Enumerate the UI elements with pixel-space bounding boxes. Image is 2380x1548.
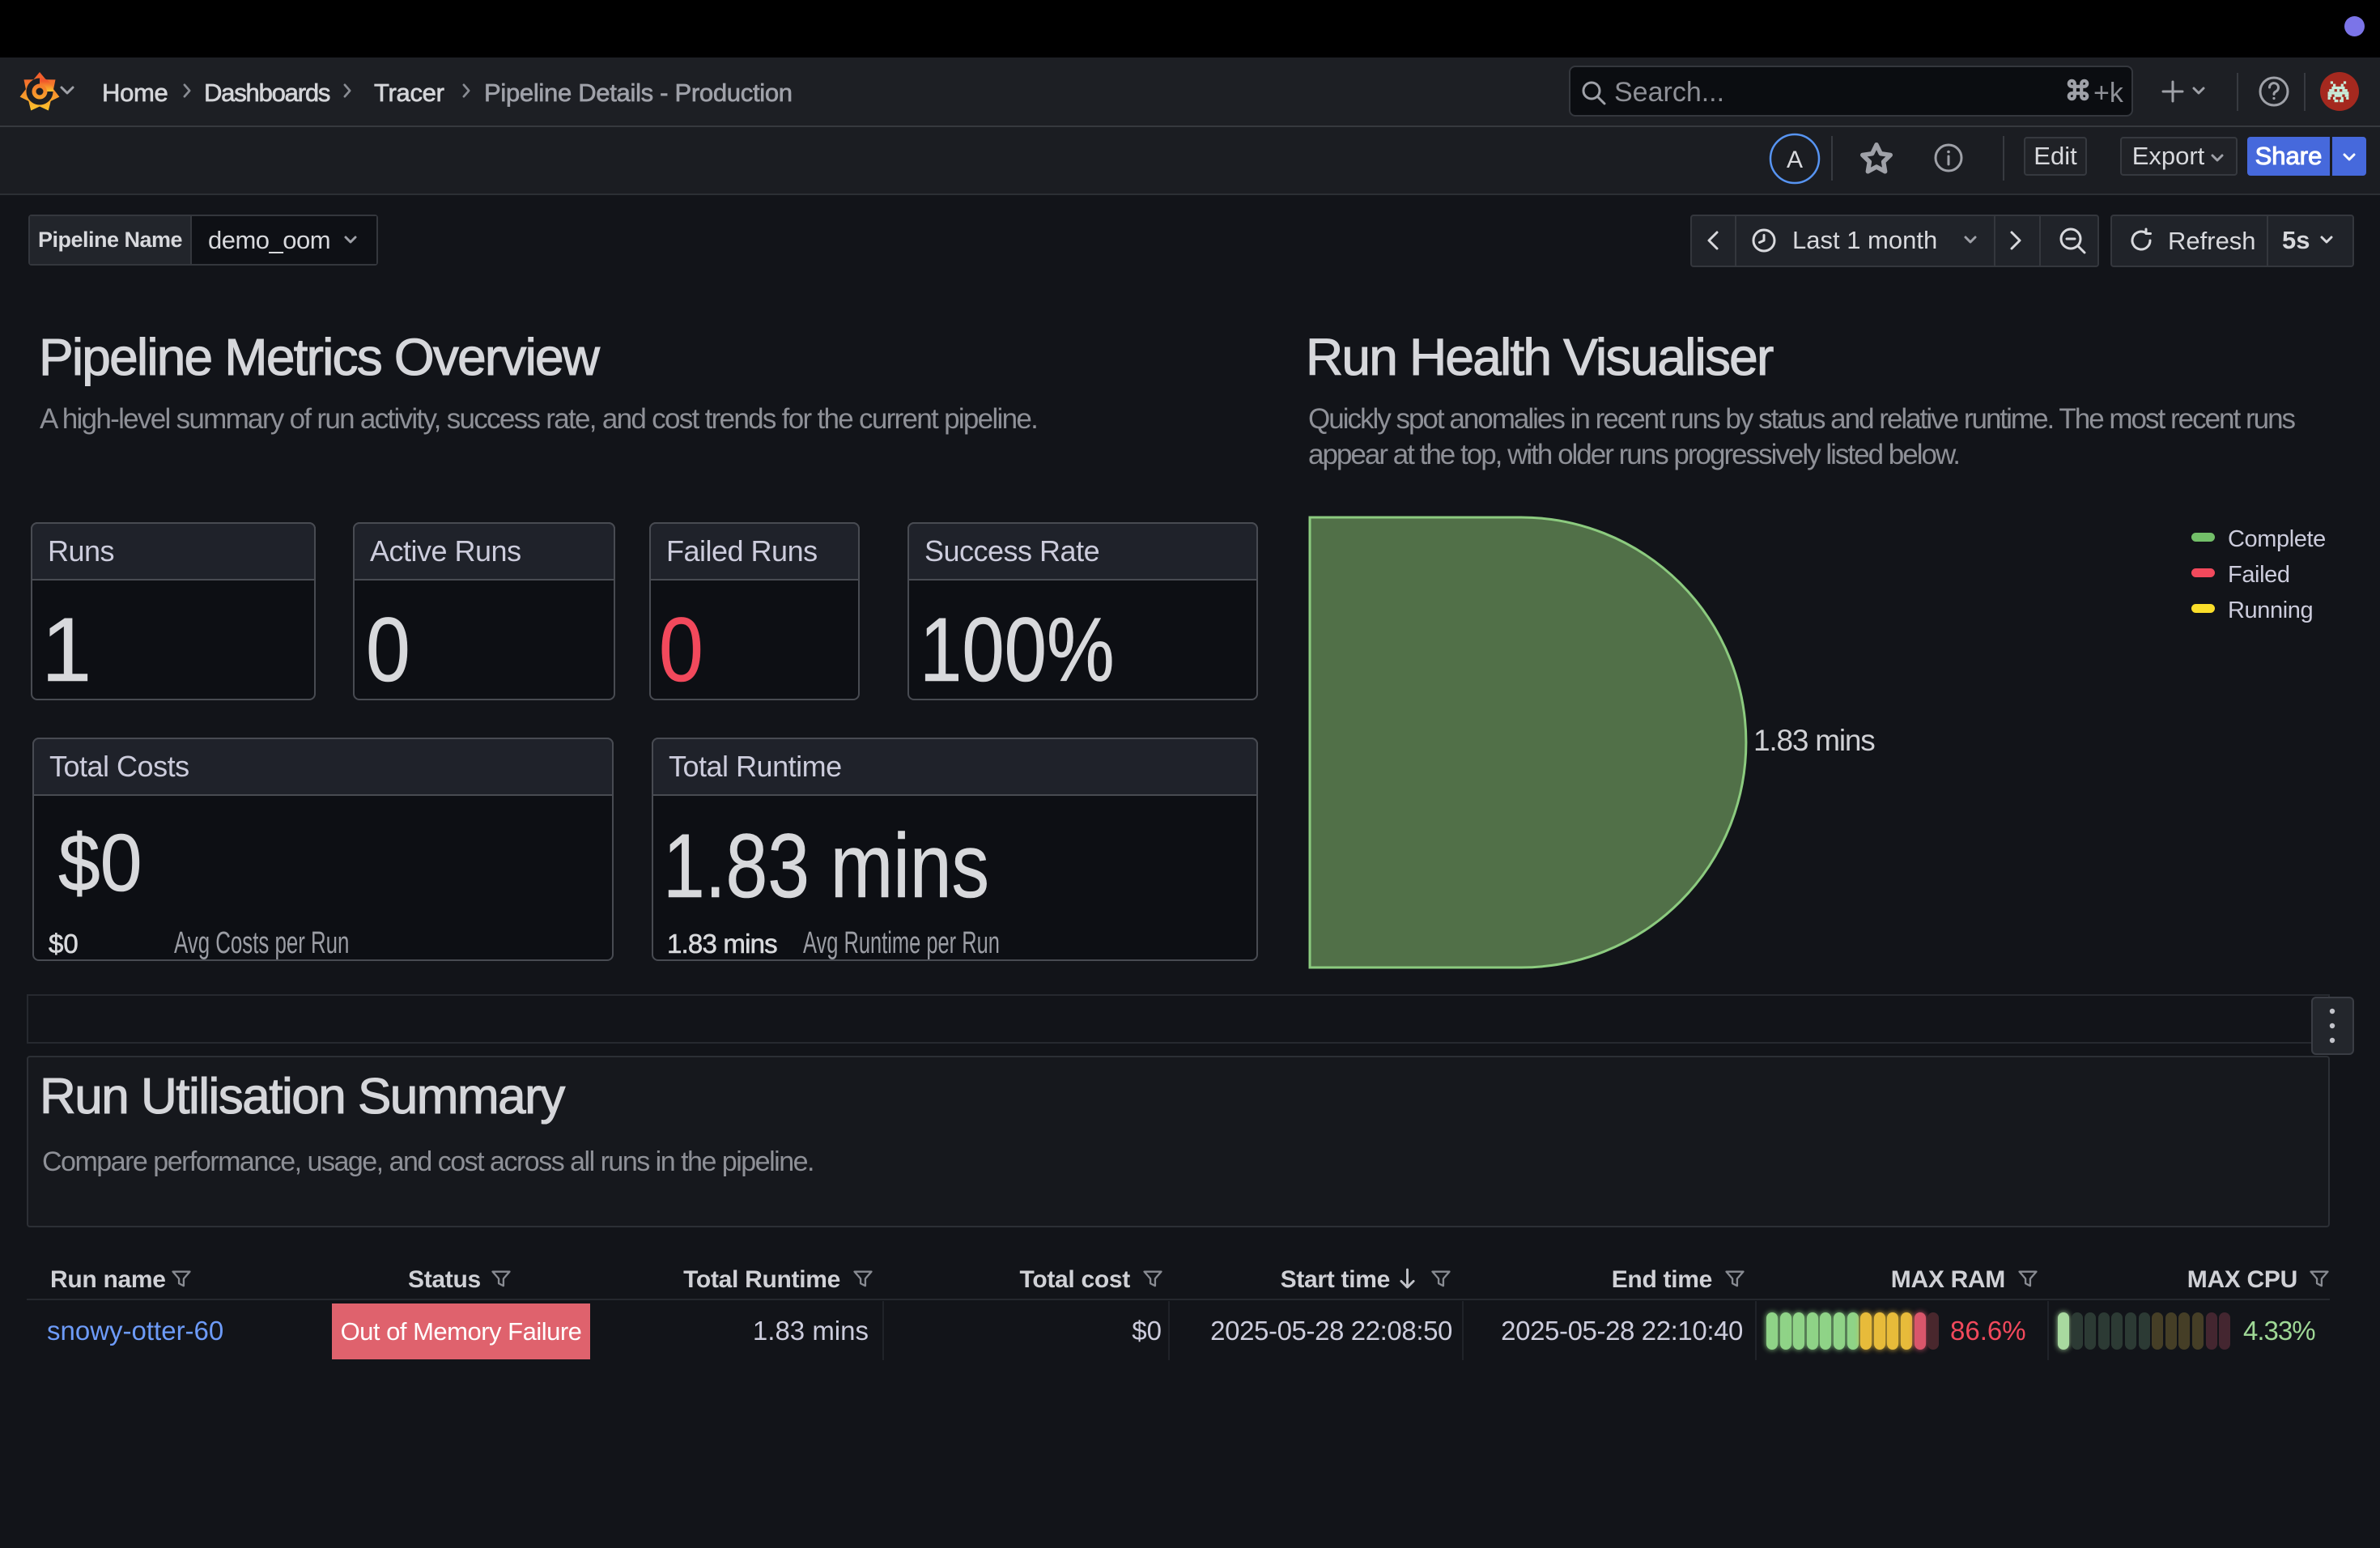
svg-text:A: A [1787, 147, 1803, 173]
